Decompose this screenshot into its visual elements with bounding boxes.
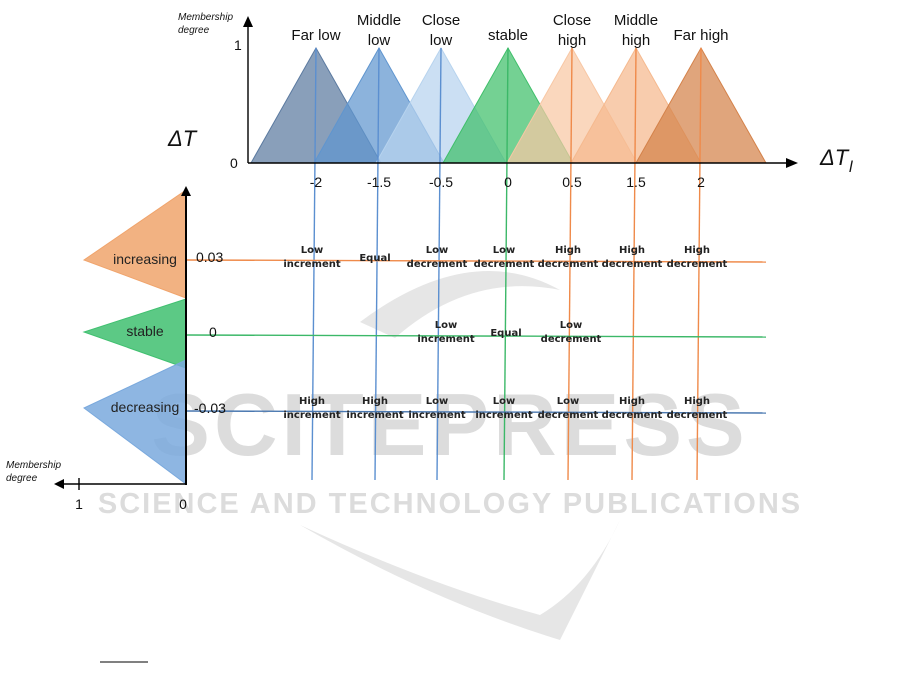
top-set-label: low: [430, 32, 453, 49]
rule-cell-text: High: [619, 245, 645, 256]
rule-cell-text: decrement: [667, 410, 728, 421]
rule-cell-text: decrement: [474, 259, 535, 270]
rule-cell-text: increment: [475, 410, 533, 421]
rule-cell-text: Low: [426, 396, 448, 407]
rule-cell-text: Equal: [359, 253, 390, 264]
column-line: [436, 47, 442, 481]
top-x-tick: 0.5: [562, 174, 582, 190]
left-y-tick: -0.03: [194, 400, 226, 416]
watermark-swoosh-top: [360, 271, 560, 338]
left-y-tick: 0: [209, 324, 217, 340]
left-x-tick: 0: [179, 496, 187, 512]
rule-cell-text: Equal: [490, 328, 521, 339]
column-line: [631, 47, 637, 481]
left-membership-label: Membership: [6, 460, 61, 471]
top-set-label: Close: [422, 12, 460, 29]
top-y-tick: 0: [230, 155, 238, 171]
top-set-label: Close: [553, 12, 591, 29]
watermark-swoosh-bottom: [300, 520, 620, 640]
top-x-axis-title-subscript: l: [849, 159, 853, 176]
rule-cell-text: High: [619, 396, 645, 407]
top-set-label: Far high: [673, 27, 728, 44]
top-set-label: low: [368, 32, 391, 49]
left-y-axis-arrow: [181, 186, 191, 196]
top-x-tick: -1.5: [367, 174, 391, 190]
rule-cell-text: decrement: [667, 259, 728, 270]
rule-cell-text: High: [684, 245, 710, 256]
rule-cell-text: decrement: [538, 410, 599, 421]
rule-cell-text: decrement: [407, 259, 468, 270]
rule-cell-text: decrement: [602, 259, 663, 270]
rule-cell-text: decrement: [538, 259, 599, 270]
rule-cell-text: Low: [560, 320, 582, 331]
column-line: [567, 47, 573, 481]
watermark-main: SCITEPRESS: [151, 375, 748, 474]
column-line: [311, 47, 317, 481]
top-x-tick: 0: [504, 174, 512, 190]
top-x-tick: -2: [310, 174, 323, 190]
top-y-tick: 1: [234, 37, 242, 53]
watermark-sub: SCIENCE AND TECHNOLOGY PUBLICATIONS: [98, 488, 802, 520]
top-set-label: Middle: [614, 12, 658, 29]
rule-cell-text: increment: [408, 410, 466, 421]
top-set-label: Middle: [357, 12, 401, 29]
rule-cell-text: High: [362, 396, 388, 407]
rule-cell-text: High: [299, 396, 325, 407]
rule-cell-text: Low: [493, 396, 515, 407]
row-line: [185, 259, 767, 263]
top-y-axis-arrow: [243, 16, 253, 27]
rule-cell-text: increment: [417, 334, 475, 345]
rule-cell-text: Low: [557, 396, 579, 407]
rule-cell-text: increment: [346, 410, 404, 421]
rule-cell-text: Low: [435, 320, 457, 331]
left-axis-title: ΔT: [167, 126, 198, 151]
watermark: SCITEPRESS SCIENCE AND TECHNOLOGY PUBLIC…: [98, 271, 802, 640]
top-membership-label: degree: [178, 25, 210, 36]
rule-cell-text: Low: [426, 245, 448, 256]
top-membership-label: Membership: [178, 12, 233, 23]
top-x-tick: 1.5: [626, 174, 646, 190]
left-y-tick: 0.03: [196, 249, 223, 265]
left-membership-label: degree: [6, 473, 38, 484]
rule-cell-text: increment: [283, 259, 341, 270]
rule-cell-text: High: [555, 245, 581, 256]
top-set-label: Far low: [291, 27, 340, 44]
left-membership-functions: increasing stable decreasing: [82, 189, 187, 485]
left-set-label: decreasing: [111, 399, 180, 415]
left-set-triangle: [83, 359, 187, 485]
left-x-tick: 1: [75, 496, 83, 512]
top-x-tick: 2: [697, 174, 705, 190]
row-line: [185, 410, 767, 414]
column-line: [696, 47, 702, 481]
top-set-label: stable: [488, 27, 528, 44]
axes: [54, 16, 798, 663]
rule-cell-text: Low: [301, 245, 323, 256]
top-x-axis-arrow: [786, 158, 798, 168]
column-line: [503, 47, 509, 481]
top-x-tick: -0.5: [429, 174, 453, 190]
left-x-axis-arrow: [54, 479, 64, 489]
rule-cell-text: increment: [283, 410, 341, 421]
rule-cell-text: High: [684, 396, 710, 407]
rule-cell-text: decrement: [602, 410, 663, 421]
row-line: [185, 334, 767, 338]
top-x-axis-title: ΔT: [819, 145, 850, 170]
rule-cell-text: Low: [493, 245, 515, 256]
top-set-label: high: [622, 32, 650, 49]
left-set-triangle: [82, 189, 187, 299]
left-set-label: stable: [126, 323, 164, 339]
rule-grid-lines: [185, 47, 767, 481]
rule-cell-text: decrement: [541, 334, 602, 345]
top-set-label: high: [558, 32, 586, 49]
column-line: [374, 47, 380, 481]
left-set-label: increasing: [113, 251, 177, 267]
